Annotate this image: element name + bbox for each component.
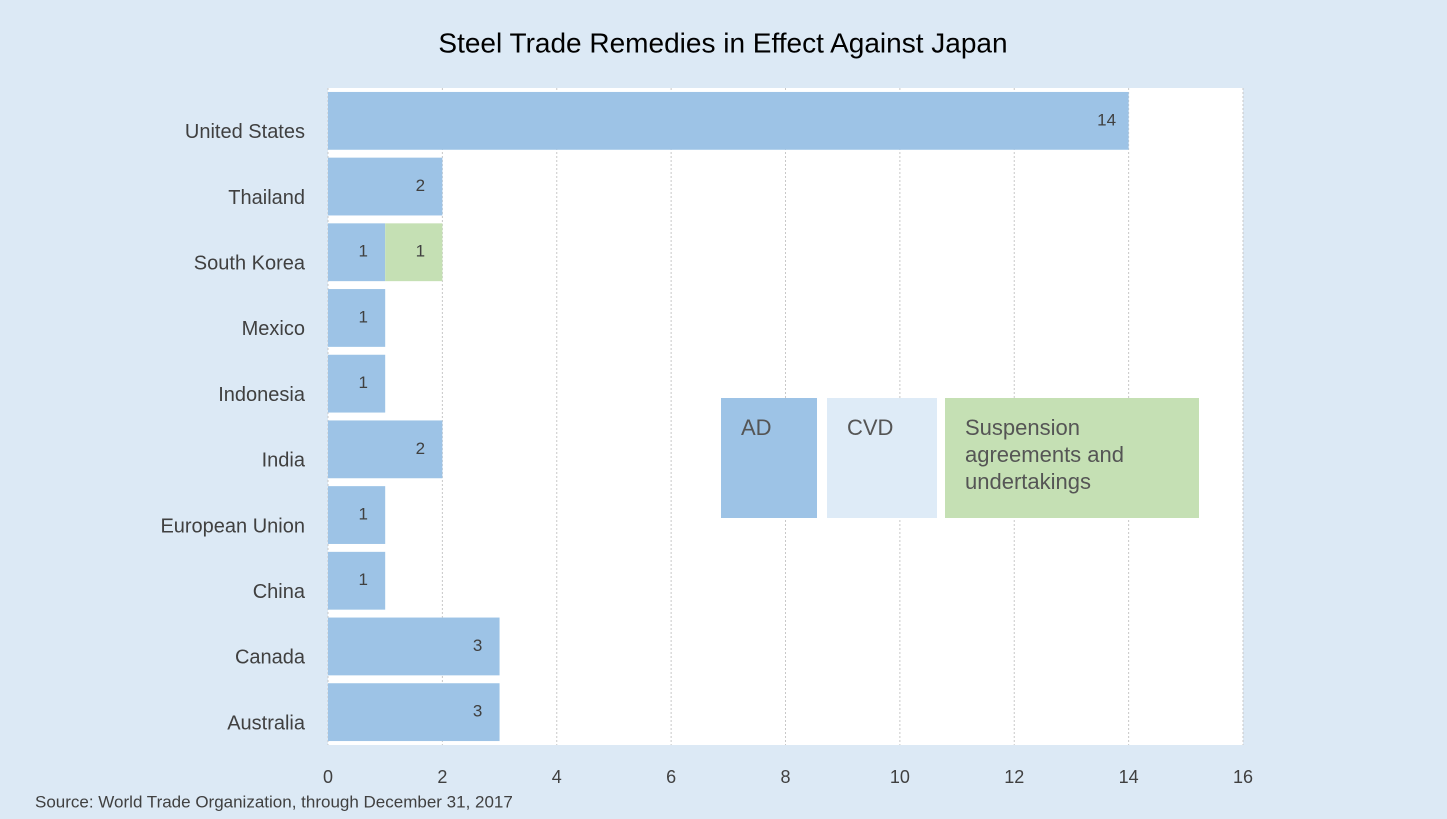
x-tick-label: 8 — [780, 767, 790, 787]
y-tick-label: India — [262, 450, 306, 472]
x-tick-label: 12 — [1004, 767, 1024, 787]
legend-entry: AD — [721, 398, 817, 518]
data-label: 2 — [416, 176, 425, 195]
source-note: Source: World Trade Organization, throug… — [35, 792, 513, 811]
chart-title: Steel Trade Remedies in Effect Against J… — [438, 27, 1007, 58]
x-tick-label: 10 — [890, 767, 910, 787]
bar — [328, 683, 500, 742]
x-tick-label: 6 — [666, 767, 676, 787]
x-tick-label: 2 — [437, 767, 447, 787]
y-tick-label: China — [253, 581, 306, 603]
bar — [328, 91, 1129, 150]
data-label: 3 — [473, 636, 482, 655]
x-tick-label: 16 — [1233, 767, 1253, 787]
data-label: 1 — [358, 505, 367, 524]
bar — [328, 551, 386, 610]
y-tick-label: Australia — [227, 712, 306, 734]
bar — [328, 157, 443, 216]
data-label: 1 — [416, 242, 425, 261]
y-tick-label: United States — [185, 121, 305, 143]
bar — [328, 617, 500, 676]
bar — [328, 223, 386, 282]
data-label: 1 — [358, 242, 367, 261]
data-label: 1 — [358, 307, 367, 326]
legend-entry: Suspension agreements and undertakings — [945, 398, 1199, 518]
y-tick-label: European Union — [160, 515, 305, 537]
y-tick-label: Canada — [235, 647, 306, 669]
x-tick-label: 4 — [552, 767, 562, 787]
bar — [385, 223, 443, 282]
data-label: 1 — [358, 570, 367, 589]
data-label: 3 — [473, 702, 482, 721]
y-tick-label: Mexico — [242, 318, 305, 340]
data-label: 1 — [358, 373, 367, 392]
bar — [328, 486, 386, 544]
bar — [328, 420, 443, 479]
bar — [328, 354, 386, 413]
data-label: 14 — [1097, 110, 1116, 129]
x-tick-label: 0 — [323, 767, 333, 787]
legend-entry: CVD — [827, 398, 937, 518]
y-tick-label: South Korea — [194, 253, 306, 275]
y-tick-label: Thailand — [228, 187, 305, 209]
x-tick-label: 14 — [1119, 767, 1139, 787]
y-tick-label: Indonesia — [218, 384, 306, 406]
data-label: 2 — [416, 439, 425, 458]
bar — [328, 289, 386, 347]
